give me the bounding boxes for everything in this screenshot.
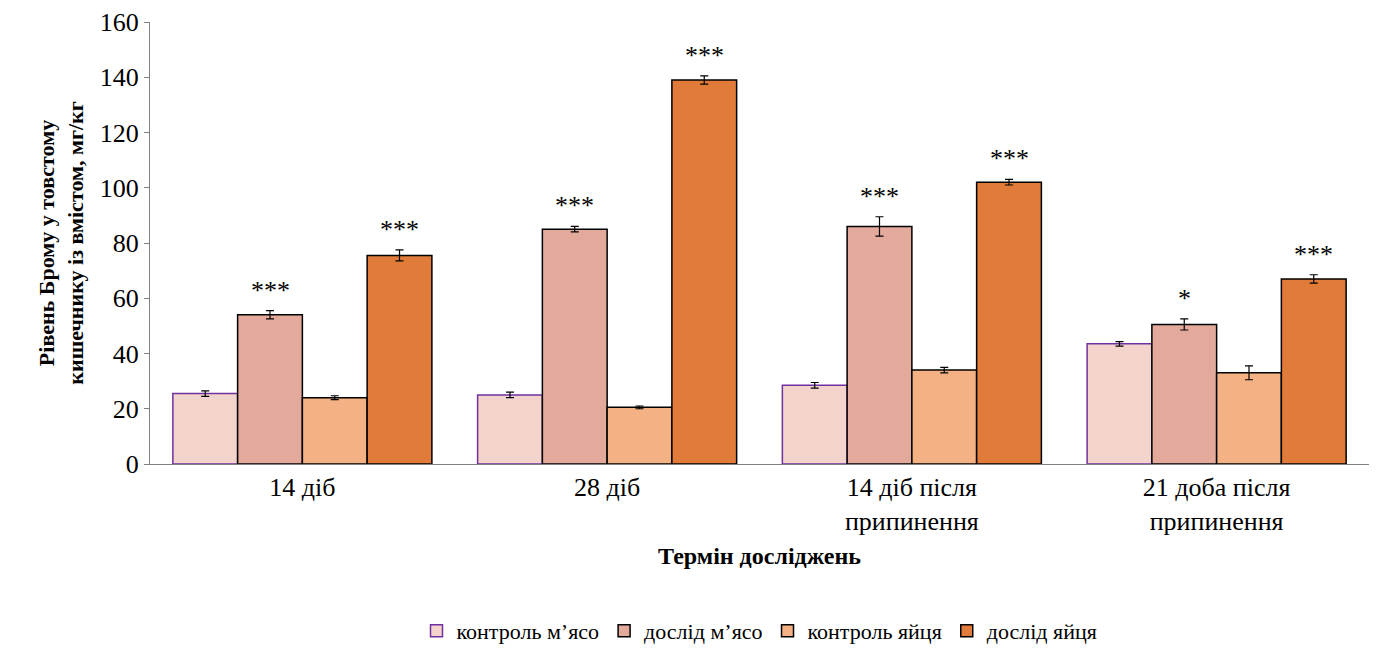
svg-text:20: 20 — [113, 395, 139, 424]
svg-text:28 діб: 28 діб — [574, 473, 640, 502]
svg-text:60: 60 — [113, 284, 139, 313]
svg-text:80: 80 — [113, 229, 139, 258]
svg-text:160: 160 — [100, 8, 139, 37]
svg-text:***: *** — [860, 182, 899, 211]
svg-text:120: 120 — [100, 119, 139, 148]
svg-text:дослід м’ясо: дослід м’ясо — [644, 619, 762, 644]
svg-text:*: * — [1178, 284, 1191, 313]
svg-text:Термін досліджень: Термін досліджень — [658, 543, 861, 569]
svg-text:40: 40 — [113, 340, 139, 369]
svg-text:***: *** — [1294, 240, 1333, 269]
svg-text:0: 0 — [126, 450, 139, 479]
svg-text:***: *** — [380, 215, 419, 244]
svg-text:140: 140 — [100, 63, 139, 92]
svg-text:Рівень Брому у товстомукишечни: Рівень Брому у товстомукишечнику із вміс… — [34, 101, 88, 384]
svg-text:14 діб післяприпинення: 14 діб післяприпинення — [845, 473, 979, 536]
svg-text:***: *** — [251, 276, 290, 305]
svg-text:***: *** — [990, 144, 1029, 173]
svg-text:14 діб: 14 діб — [269, 473, 335, 502]
svg-text:***: *** — [555, 191, 594, 220]
svg-text:21 доба післяприпинення: 21 доба післяприпинення — [1143, 473, 1291, 536]
svg-text:100: 100 — [100, 174, 139, 203]
svg-text:дослід яйця: дослід яйця — [987, 619, 1097, 644]
svg-text:контроль м’ясо: контроль м’ясо — [457, 619, 600, 644]
svg-text:***: *** — [685, 41, 724, 70]
svg-text:контроль яйця: контроль яйця — [808, 619, 942, 644]
